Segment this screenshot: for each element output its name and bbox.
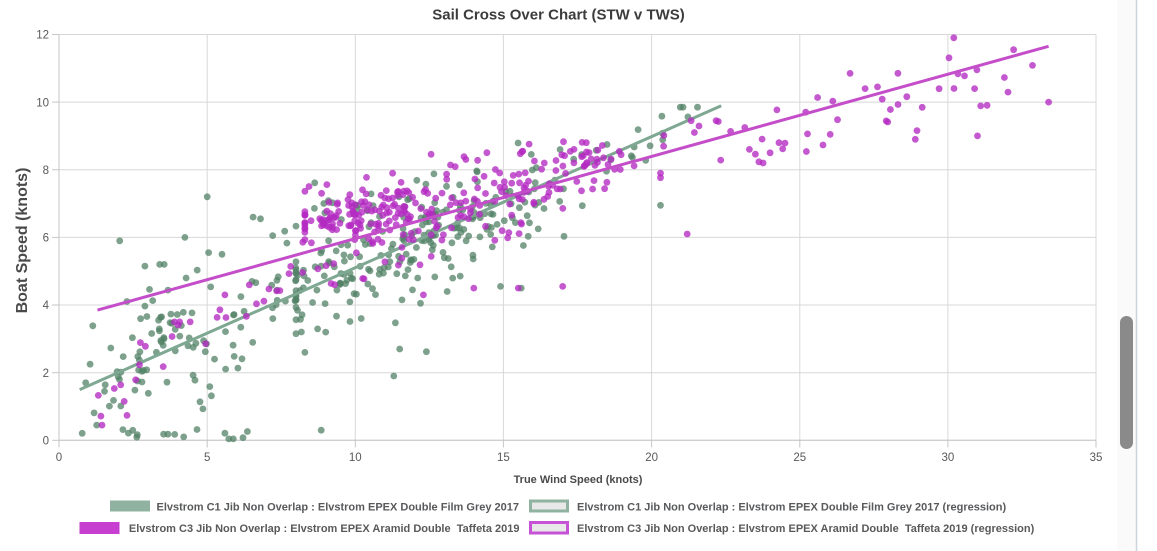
svg-text:Sail Cross Over Chart (STW v T: Sail Cross Over Chart (STW v TWS) [432, 7, 685, 24]
svg-text:30: 30 [942, 452, 955, 464]
svg-text:2: 2 [43, 368, 49, 380]
svg-text:6: 6 [43, 233, 49, 245]
svg-text:8: 8 [43, 165, 49, 177]
svg-text:35: 35 [1090, 452, 1103, 464]
svg-text:Elvstrom C1 Jib Non Overlap :: Elvstrom C1 Jib Non Overlap : Elvstrom E… [577, 502, 1006, 514]
svg-text:10: 10 [36, 97, 49, 109]
svg-text:Boat Speed (knots): Boat Speed (knots) [14, 168, 31, 314]
svg-text:4: 4 [43, 300, 50, 312]
svg-text:15: 15 [497, 452, 510, 464]
svg-text:0: 0 [56, 452, 62, 464]
svg-text:20: 20 [645, 452, 658, 464]
svg-text:12: 12 [36, 30, 49, 42]
svg-text:Elvstrom C1 Jib Non Overlap :: Elvstrom C1 Jib Non Overlap : Elvstrom E… [156, 502, 519, 514]
svg-text:5: 5 [204, 452, 210, 464]
svg-text:10: 10 [349, 452, 362, 464]
svg-text:Elvstrom C3 Jib Non Overlap :: Elvstrom C3 Jib Non Overlap : Elvstrom E… [129, 523, 520, 535]
svg-text:25: 25 [793, 452, 806, 464]
svg-text:0: 0 [43, 436, 49, 448]
svg-text:True Wind Speed (knots): True Wind Speed (knots) [514, 474, 643, 486]
svg-text:Elvstrom C3 Jib Non Overlap :: Elvstrom C3 Jib Non Overlap : Elvstrom E… [577, 523, 1035, 535]
